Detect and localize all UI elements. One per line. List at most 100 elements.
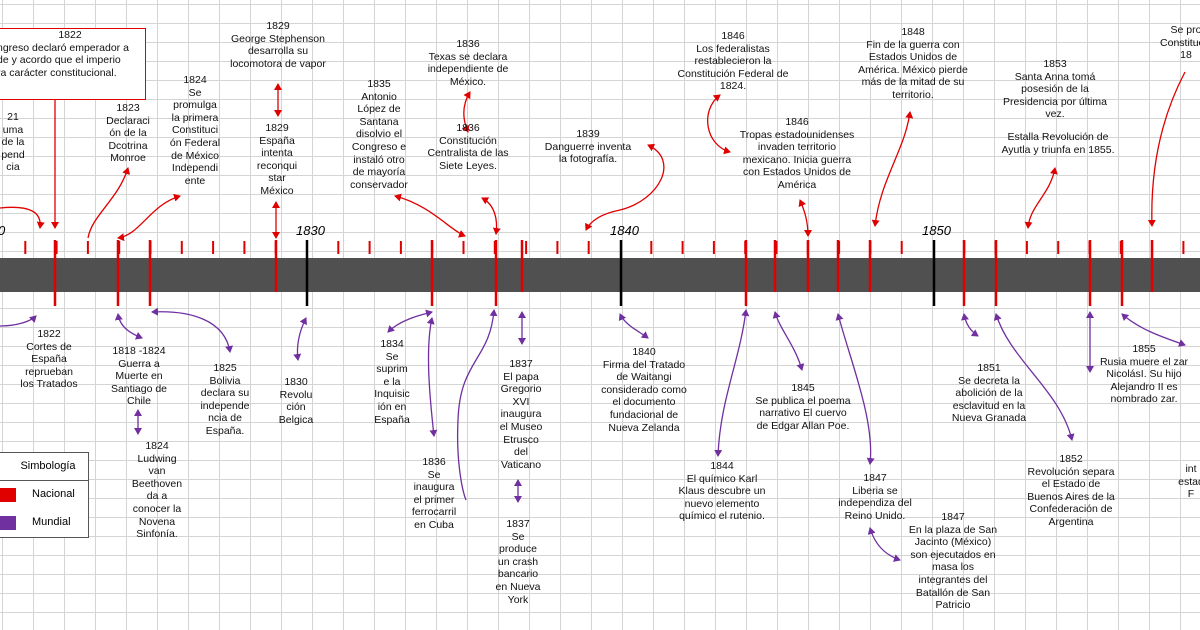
event-bottom-1830-belgica: 1830 Revolu ción Belgica [272,376,320,426]
event-top-1846-tropas: 1846 Tropas estadounidenses invaden terri… [730,116,864,192]
event-text: Revolución separa el Estado de Buenos Ai… [1027,465,1115,528]
event-year: 1824 [145,440,169,452]
event-year: 1855 [1132,343,1156,355]
event-bottom-1844-rutenio: 1844 El químico Karl Klaus descubre un nu… [668,460,776,523]
event-text: Los federalistas restablecieron la Const… [677,42,789,93]
event-text: El químico Karl Klaus descubre un nuevo … [678,472,766,523]
event-year: 1844 [710,460,734,472]
connector-1839 [585,143,665,231]
connector-1836-siete-leyes [481,197,501,235]
connector-1848 [871,111,914,227]
event-year: 1837 [506,518,530,530]
connector-1846-tropas [798,199,812,237]
event-year: 1846 [785,116,809,128]
connector-b-1855 [1121,313,1186,347]
connector-arrows [0,71,1186,562]
connector-1823-monroe [87,167,131,239]
connector-b-1847-liberia [835,313,875,465]
decade-label: 1850 [922,223,951,238]
connector-b-1840 [618,313,649,339]
timeline-bar [0,258,1200,292]
event-year: 1818 -1824 [112,345,166,357]
event-year: 1822 [37,328,61,340]
event-top-1853: 1853 Santa Anna tomá posesión de la Presi… [998,58,1112,121]
event-text: Constitución Centralista de las Siete Le… [427,134,509,172]
event-year: 21 [7,111,19,123]
event-text: Se publica el poema narrativo El cuervo … [755,394,851,432]
event-year: 1822 [58,29,82,41]
event-bottom-1847-sanjacinto: 1847 En la plaza de San Jacinto (México) … [900,511,1006,612]
connector-1835 [394,193,466,238]
event-text: int estad F [1178,463,1200,501]
event-top-1836-siete-leyes: 1836 Constitución Centralista de las Siet… [418,122,518,172]
event-bottom-partial: int estad F [1166,463,1200,501]
decade-label: 1840 [610,223,639,238]
event-year: 1851 [977,362,1001,374]
event-top-1846-federalistas: 1846 Los federalistas restablecieron la C… [668,30,798,93]
connector-b-1825 [151,307,234,353]
event-bottom-1845-cuervo: 1845 Se publica el poema narrativo El cue… [746,382,860,432]
event-text: Se inaugura el primer ferrocarril en Cub… [411,468,457,531]
event-top-1821: 21 uma de la pend cia [0,111,28,174]
event-text: Declaraci ón de la Dcotrina Monroe [106,114,150,165]
event-year: 1834 [380,338,404,350]
event-year: 1824 [183,74,207,86]
legend-swatch-nacional [0,488,16,502]
connector-b-1844 [714,309,750,457]
event-bottom-1834-inquisicion: 1834 Se suprim e la Inquisic ión en Españ… [362,338,422,426]
event-text: Se produce un crash bancario en Nueva Yo… [495,530,541,606]
event-year: 1840 [632,346,656,358]
connector-b-1845 [772,311,805,371]
event-text: Se decreta la abolición de la esclavitud… [951,374,1027,425]
connector-1857 [1147,71,1186,227]
event-top-1829-locomotora: 1829 George Stephenson desarrolla su loco… [222,20,334,70]
connector-b-1847-sanjacinto [867,527,901,562]
event-year: 1835 [367,78,391,90]
event-year: 1830 [284,376,308,388]
legend-title: Simbología [0,453,88,481]
event-top-1835: 1835 Antonio López de Santana disolvio el… [342,78,416,191]
event-top-1823-monroe: 1823 Declaraci ón de la Dcotrina Monroe [98,102,158,165]
event-text: Se promulga la primera Constituci ón Fed… [169,86,221,187]
event-year: 1848 [901,26,925,38]
event-text: Danguerre inventa la fotografía. [544,140,632,166]
event-text: Bolivia declara su independe ncia de Esp… [200,374,250,437]
tick-marks [24,240,1185,306]
event-bottom-1818-chile: 1818 -1824 Guerra a Muerte en Santiago de… [106,345,172,408]
event-text: Revolu ción Belgica [278,388,314,426]
connector-b-1834 [387,309,433,333]
event-top-1829-espana: 1829 España intenta reconqui star México [248,122,306,198]
event-top-1855-ayutla: Estalla Revolución de Ayutla y triunfa e… [990,131,1126,156]
event-year: 1845 [791,382,815,394]
legend-label-nacional: Nacional [32,488,75,500]
event-text: Se suprim e la Inquisic ión en España [374,350,410,426]
event-bottom-1852-buenos-aires: 1852 Revolución separa el Estado de Bueno… [1016,453,1126,529]
event-bottom-1836-cuba: 1836 Se inaugura el primer ferrocarril en… [402,456,466,532]
event-bottom-1847-liberia: 1847 Liberia se independiza del Reino Uni… [830,472,920,522]
event-year: 1853 [1043,58,1067,70]
event-year: 1836 [456,38,480,50]
event-text: George Stephenson desarrolla su locomoto… [230,32,326,70]
decade-label: 1830 [296,223,325,238]
connector-b-1837-crash [456,309,498,501]
connector-1853 [1024,167,1058,229]
event-bottom-1840-waitangi: 1840 Firma del Tratado de Waitangi consid… [592,346,696,434]
connector-1846-federalistas [707,94,731,155]
legend-label-mundial: Mundial [32,516,71,528]
decade-label: 0 [0,223,5,238]
event-year: 1829 [266,20,290,32]
event-top-1857-partial: Se pro Constitució 18 [1146,24,1200,62]
event-text: Firma del Tratado de Waitangi considerad… [601,358,687,434]
event-text: ngreso declaró emperador a de y acordo q… [0,41,129,79]
event-bottom-1825-bolivia: 1825 Bolivia declara su independe ncia de… [194,362,256,438]
event-text: Ludwing van Beethoven da a conocer la No… [131,452,183,541]
event-year: 1847 [941,511,965,523]
event-year: 1825 [213,362,237,374]
connector-b-1852 [993,313,1075,441]
connector-b-1830 [293,317,307,361]
event-year: 1837 [509,358,533,370]
event-text: Texas se declara independiente de México… [427,50,509,88]
connector-b-1822 [0,315,37,327]
